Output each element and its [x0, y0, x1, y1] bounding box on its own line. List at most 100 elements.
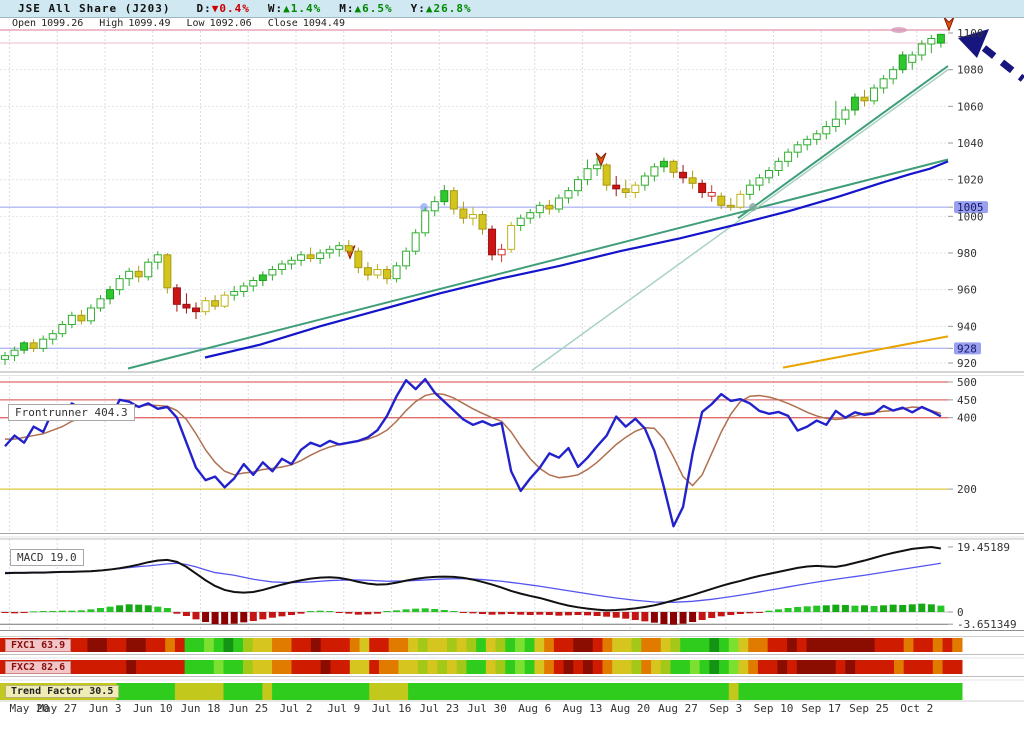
candle	[48, 333, 57, 340]
fxc1-cell	[116, 638, 127, 652]
macd-histogram-bar	[30, 611, 38, 613]
trend-factor-cell	[884, 683, 895, 700]
svg-text:1005: 1005	[957, 201, 984, 214]
candle	[153, 254, 162, 263]
fxc1-cell	[437, 638, 448, 652]
macd-histogram-bar	[536, 612, 544, 615]
fxc1-cell	[942, 638, 953, 652]
candle	[163, 254, 172, 289]
fxc1-cell	[952, 638, 963, 652]
fxc1-cell	[806, 638, 817, 652]
fxc2-cell	[291, 660, 302, 674]
fxc1-cell	[476, 638, 487, 652]
candle	[383, 268, 391, 280]
macd-histogram-bar	[259, 612, 267, 620]
trend-factor-cell	[223, 683, 234, 700]
candle	[363, 267, 372, 276]
macd-histogram-bar	[908, 604, 916, 612]
candle	[230, 290, 239, 296]
heatmap-strips[interactable]	[0, 638, 963, 700]
candle	[612, 184, 621, 190]
fxc2-cell	[155, 660, 166, 674]
macd-histogram-bar	[841, 604, 849, 612]
macd-histogram-bar	[641, 612, 649, 622]
fxc2-cell	[932, 660, 944, 674]
macd-pane[interactable]: 19.45189 0-3.651349	[0, 541, 1017, 631]
macd-histogram-bar	[211, 612, 219, 625]
fxc1-cell	[563, 638, 574, 652]
candle	[440, 190, 449, 203]
macd-histogram-bar	[679, 612, 687, 624]
candle	[631, 184, 640, 193]
fxc2-cell	[515, 660, 526, 674]
candle	[58, 323, 67, 335]
trend-factor-cell	[825, 683, 837, 700]
macd-histogram-bar	[326, 610, 334, 612]
svg-text:Aug 20: Aug 20	[610, 702, 650, 715]
fxc1-cell	[262, 638, 273, 652]
frontrunner-pane[interactable]: 500 450 400 200	[0, 376, 977, 528]
macd-histogram-bar	[650, 612, 658, 623]
fxc1-cell	[651, 638, 662, 652]
svg-text:Oct 2: Oct 2	[900, 702, 933, 715]
trend-factor-cell	[893, 683, 905, 700]
fxc2-cell	[408, 660, 419, 674]
macd-histogram-bar	[899, 604, 907, 612]
trend-factor-cell	[699, 683, 710, 700]
candle	[258, 274, 267, 281]
trend-factor-cell	[252, 683, 263, 700]
macd-histogram-bar	[526, 612, 534, 616]
svg-text:Sep 17: Sep 17	[801, 702, 841, 715]
candle	[20, 342, 29, 351]
trend-factor-cell	[748, 683, 759, 700]
candle	[125, 270, 134, 280]
fxc1-cell	[553, 638, 565, 652]
instrument-title: JSE All Share (J203)	[18, 2, 171, 15]
fxc2-cell	[573, 660, 584, 674]
fxc1-cell	[680, 638, 691, 652]
candle	[784, 151, 793, 162]
fxc1-cell	[369, 638, 380, 652]
trend-factor-cell	[476, 683, 487, 700]
svg-text:450: 450	[957, 394, 977, 407]
fxc1-cell	[466, 638, 477, 652]
fxc1-cell	[87, 638, 98, 652]
candle	[10, 349, 19, 357]
fxc1-cell	[291, 638, 302, 652]
candle	[172, 287, 181, 305]
fxc2-cell	[602, 660, 613, 674]
fxc2-cell	[524, 660, 535, 674]
macd-histogram-bar	[58, 610, 66, 612]
macd-histogram-bar	[173, 612, 181, 614]
candle	[287, 259, 296, 265]
fxc1-cell	[359, 638, 370, 652]
fxc1-cell	[874, 638, 885, 652]
macd-histogram-bar	[288, 612, 295, 616]
svg-text:19.45189: 19.45189	[957, 541, 1010, 554]
main-price-pane[interactable]	[0, 16, 1024, 371]
fxc1-cell	[427, 638, 438, 652]
macd-histogram-bar	[230, 612, 238, 624]
macd-histogram-bar	[20, 612, 28, 614]
candle	[201, 300, 210, 313]
trend-factor-cell	[378, 683, 390, 700]
trend-factor-cell	[515, 683, 526, 700]
candlesticks[interactable]	[1, 33, 945, 365]
fxc1-cell	[505, 638, 516, 652]
fxc1-cell	[855, 638, 866, 652]
trend-factor-cell	[738, 683, 749, 700]
fxc1-cell	[233, 638, 244, 652]
candle	[688, 177, 697, 184]
fxc2-cell	[281, 660, 293, 674]
fxc1-cell	[903, 638, 914, 652]
annotation-arrow-icon	[958, 29, 989, 58]
candle	[211, 300, 220, 307]
macd-histogram-bar	[192, 612, 200, 620]
svg-text:Jul 23: Jul 23	[419, 702, 459, 715]
fxc1-cell	[864, 638, 876, 652]
fxc1-cell	[524, 638, 535, 652]
trend-factor-cell	[116, 683, 127, 700]
candle	[917, 43, 926, 56]
